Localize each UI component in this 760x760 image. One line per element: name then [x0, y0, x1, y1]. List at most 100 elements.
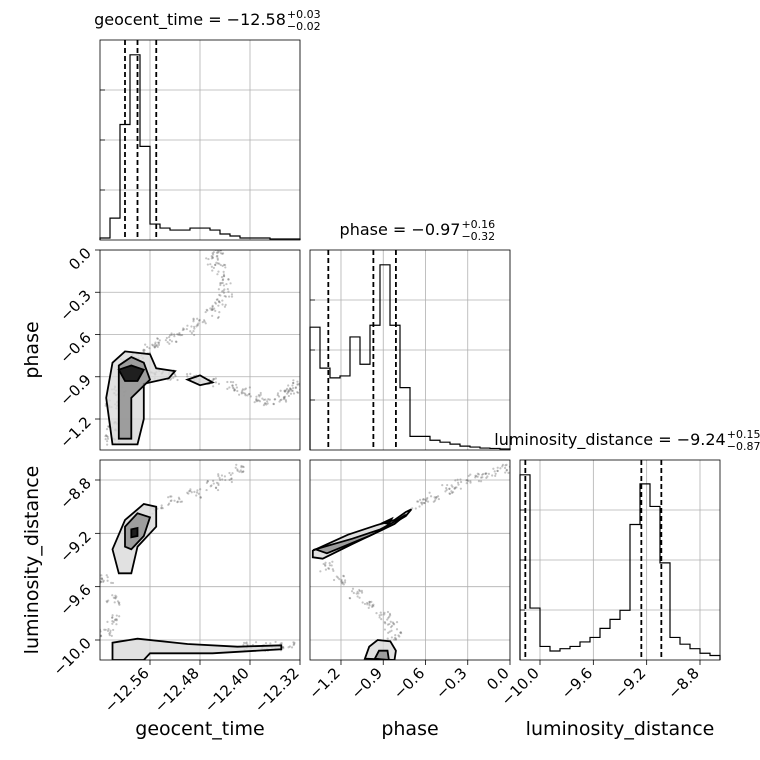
sample-point [170, 333, 173, 337]
sample-point [221, 281, 224, 285]
sample-point [363, 602, 367, 606]
sample-point [278, 400, 281, 403]
sample-point [153, 343, 157, 346]
sample-point [292, 387, 295, 390]
sample-point [361, 601, 364, 604]
sample-point [340, 578, 343, 582]
sample-point [288, 387, 292, 390]
title-upper-error: +0.16 [461, 218, 495, 231]
sample-point [233, 389, 236, 392]
x-axis-label-geocent_time: geocent_time [135, 718, 264, 740]
sample-point [484, 472, 487, 475]
sample-point [216, 251, 220, 254]
sample-point [262, 398, 266, 401]
sample-point [154, 341, 157, 344]
sample-point [107, 628, 110, 631]
sample-point [288, 389, 291, 392]
sample-point [507, 471, 510, 474]
sample-point [192, 317, 195, 320]
sample-point [189, 488, 192, 491]
sample-point [366, 601, 369, 605]
sample-point [106, 435, 109, 438]
sample-point [177, 333, 180, 336]
sample-point [358, 596, 361, 599]
sample-point [426, 500, 430, 503]
sample-point [118, 603, 121, 606]
sample-point [228, 478, 231, 481]
sample-point [219, 263, 222, 267]
sample-point [459, 487, 462, 490]
sample-point [193, 327, 196, 330]
sample-point [372, 603, 375, 606]
sample-point [393, 638, 396, 641]
sample-point [386, 618, 389, 621]
sample-point [437, 495, 440, 498]
sample-point [219, 294, 222, 297]
sample-point [115, 618, 118, 621]
sample-point [241, 388, 244, 391]
sample-point [419, 498, 422, 501]
sample-point [236, 469, 239, 472]
sample-point [423, 501, 426, 505]
sample-point [165, 336, 168, 340]
scatter-panel-geocent_time-luminosity_distance [99, 459, 301, 661]
sample-point [367, 606, 370, 610]
sample-point [264, 642, 268, 645]
sample-point [142, 349, 145, 352]
sample-point [218, 301, 221, 304]
x-tick-label-geocent_time: −12.32 [251, 664, 303, 716]
sample-point [211, 269, 214, 272]
sample-point [248, 386, 251, 389]
sample-point [259, 391, 262, 395]
sample-point [276, 392, 280, 395]
sample-point [178, 333, 181, 336]
sample-point [215, 255, 218, 258]
sample-point [294, 386, 297, 390]
sample-point [395, 621, 399, 624]
sample-point [493, 470, 496, 473]
sample-point [265, 403, 268, 406]
sample-point [196, 323, 199, 326]
sample-point [151, 343, 154, 346]
sample-point [351, 587, 355, 590]
sample-point [178, 332, 181, 335]
sample-point [287, 394, 290, 398]
sample-point [253, 401, 256, 404]
sample-point [460, 480, 463, 484]
sample-point [254, 641, 258, 644]
sample-point [286, 392, 289, 395]
sample-point [203, 320, 206, 323]
sample-point [240, 392, 243, 395]
sample-point [240, 464, 243, 468]
sample-point [383, 611, 386, 614]
sample-point [484, 472, 487, 475]
sample-point [223, 475, 227, 478]
sample-point [328, 564, 331, 567]
sample-point [492, 467, 495, 470]
sample-point [366, 603, 369, 606]
sample-point [485, 476, 488, 479]
hist-panel-phase: phase = −0.97 +0.16−0.32 [309, 218, 511, 451]
title-luminosity_distance: luminosity_distance = −9.24 [494, 430, 725, 450]
sample-point [450, 484, 453, 487]
sample-point [423, 501, 426, 505]
sample-point [211, 256, 215, 259]
sample-point [224, 303, 227, 306]
sample-point [247, 393, 251, 396]
sample-point [107, 599, 110, 602]
sample-point [242, 465, 245, 469]
sample-point [454, 479, 457, 482]
sample-point [221, 478, 224, 481]
y-tick-label-luminosity_distance: −9.2 [56, 527, 94, 565]
sample-point [115, 595, 118, 598]
sample-point [104, 437, 107, 441]
sample-point [372, 605, 375, 608]
sample-point [266, 400, 269, 403]
sample-point [276, 394, 279, 397]
sample-point [106, 437, 110, 440]
y-tick-label-phase: −1.2 [56, 413, 94, 451]
sample-point [243, 388, 246, 391]
sample-point [219, 478, 222, 481]
sample-point [324, 564, 327, 567]
